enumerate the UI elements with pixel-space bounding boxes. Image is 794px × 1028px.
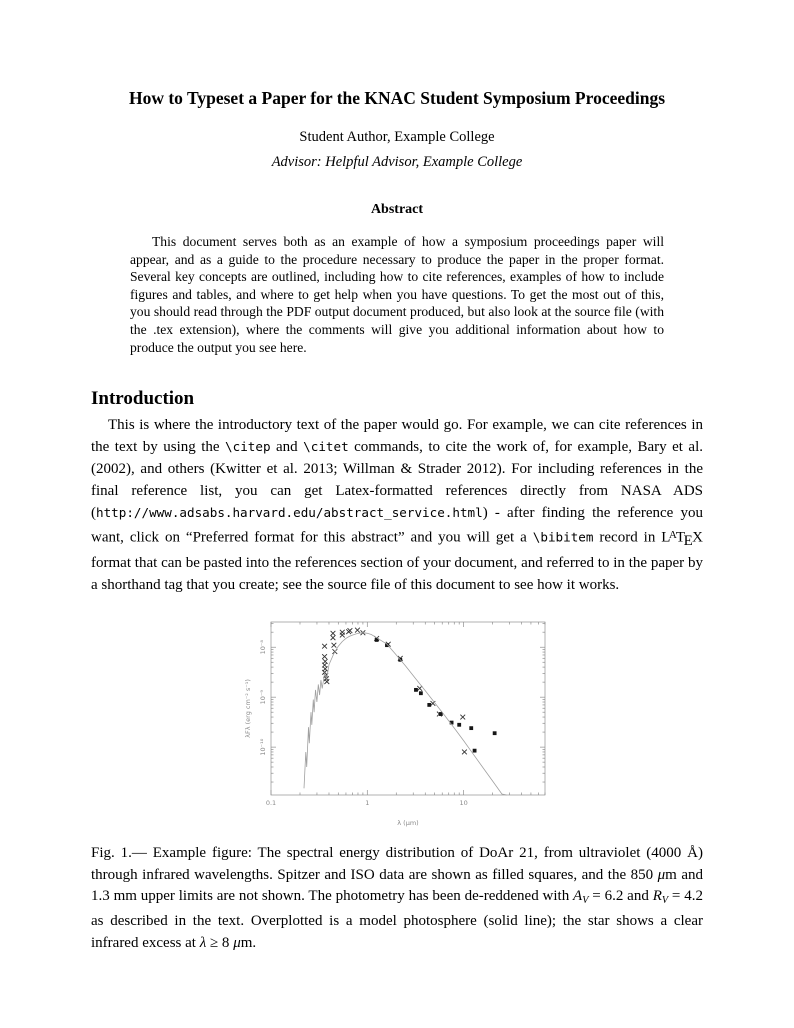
series-x xyxy=(321,627,468,755)
svg-text:10: 10 xyxy=(459,799,467,807)
advisor-line: Advisor: Helpful Advisor, Example Colleg… xyxy=(271,154,523,170)
abstract-heading: Abstract xyxy=(370,202,424,217)
svg-text:1: 1 xyxy=(365,799,369,807)
axes xyxy=(270,621,546,796)
svg-text:λFλ (erg cm⁻² s⁻¹): λFλ (erg cm⁻² s⁻¹) xyxy=(244,679,252,738)
svg-text:λ (μm): λ (μm) xyxy=(397,819,418,827)
axis-labels: 0.1 1 10 10⁻⁸ 10⁻⁹ 10⁻¹⁰ λ (μm) λFλ (erg cm⁻² s… xyxy=(244,640,468,827)
svg-text:0.1: 0.1 xyxy=(266,799,276,807)
svg-text:10⁻¹⁰: 10⁻¹⁰ xyxy=(259,738,267,755)
abstract-text: This document serves both as an example … xyxy=(130,234,664,355)
paper-title: How to Typeset a Paper for the KNAC Stud… xyxy=(128,88,666,108)
introduction-paragraph: This is where the introductory text of t… xyxy=(91,417,703,594)
svg-text:10⁻⁸: 10⁻⁸ xyxy=(259,640,267,655)
series-square xyxy=(374,638,497,753)
section-heading-introduction: Introduction xyxy=(91,388,195,409)
figure-1: 0.1 1 10 10⁻⁸ 10⁻⁹ 10⁻¹⁰ λ (μm) λFλ (erg cm⁻² s… xyxy=(240,612,560,830)
sed-figure-svg: 0.1 1 10 10⁻⁸ 10⁻⁹ 10⁻¹⁰ λ (μm) λFλ (erg cm⁻² s… xyxy=(244,621,546,827)
author-line: Student Author, Example College xyxy=(299,129,495,145)
figure-caption: Fig. 1.— Example figure: The spectral en… xyxy=(91,845,703,951)
svg-text:10⁻⁹: 10⁻⁹ xyxy=(259,690,267,705)
series-line xyxy=(303,632,507,796)
